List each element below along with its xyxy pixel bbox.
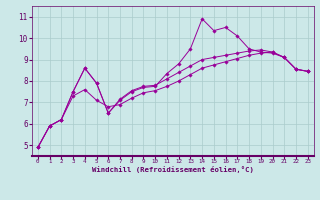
X-axis label: Windchill (Refroidissement éolien,°C): Windchill (Refroidissement éolien,°C): [92, 166, 254, 173]
